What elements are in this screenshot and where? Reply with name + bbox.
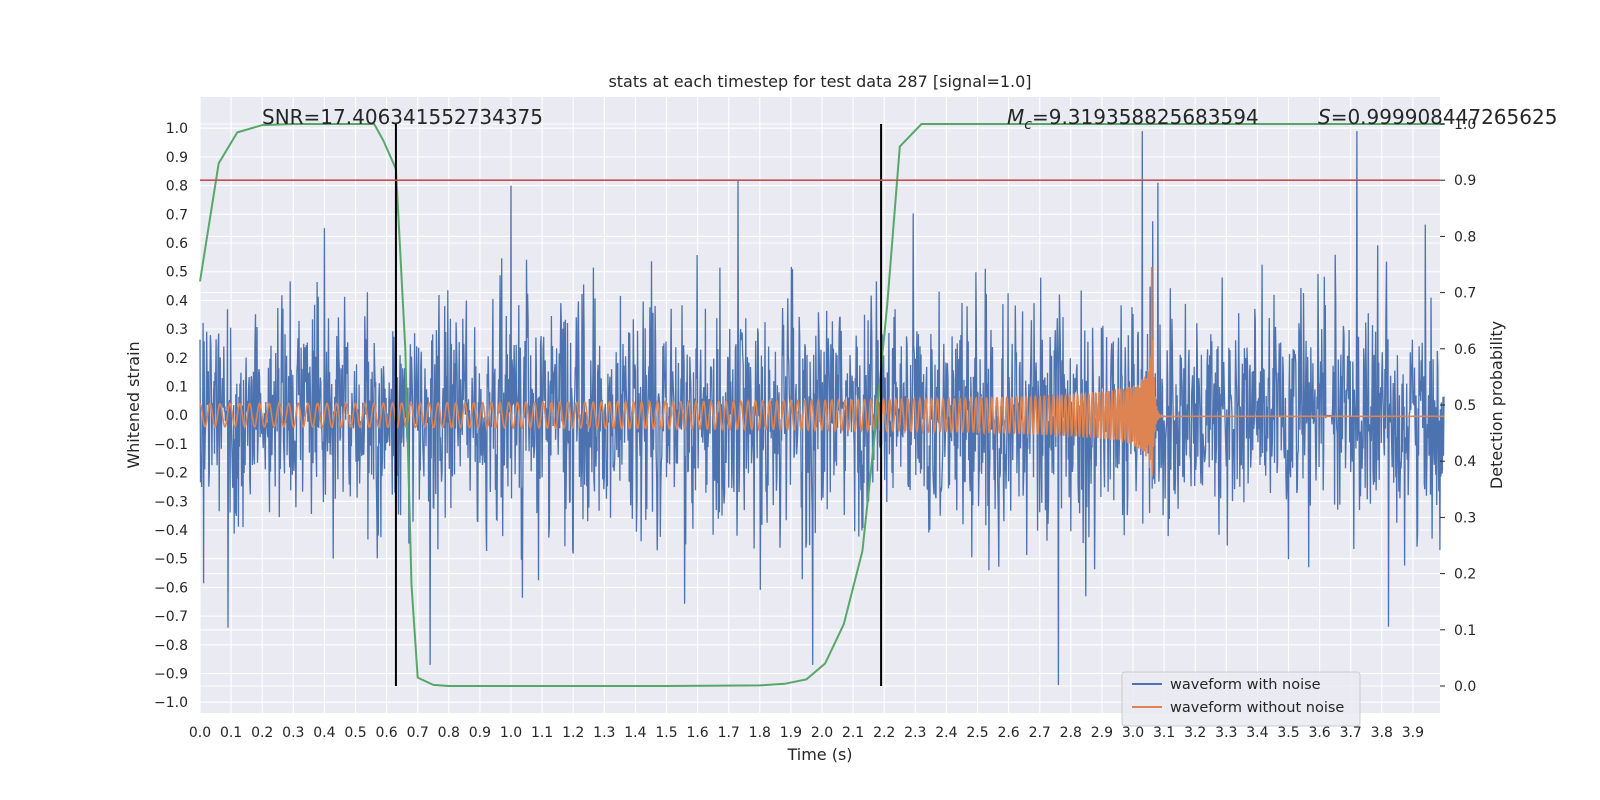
legend-label-clean: waveform without noise [1170,700,1344,716]
y-tick-label: 0.0 [166,408,188,424]
x-tick-label: 1.2 [562,725,584,741]
y-tick-label: 0.6 [166,236,188,252]
x-tick-label: 0.4 [313,725,335,741]
y-tick-label: 0.9 [166,150,188,166]
x-tick-label: 2.5 [966,725,988,741]
y-tick-label: −0.7 [154,609,188,625]
y-tick-label: −0.3 [154,494,188,510]
x-tick-label: 2.8 [1060,725,1082,741]
x-tick-label: 1.7 [718,725,740,741]
x-tick-label: 3.5 [1277,725,1299,741]
x-tick-label: 1.6 [686,725,708,741]
y-tick-label: 0.4 [166,293,188,309]
x-tick-label: 0.2 [251,725,273,741]
y-tick-label: −0.8 [154,638,188,654]
y2-axis-ticks: 1.0 0.9 0.8 0.7 0.6 0.5 0.4 0.3 0.2 0.1 0.0 [1440,117,1476,695]
y2-tick-label: 0.4 [1454,454,1476,470]
x-tick-label: 1.8 [749,725,771,741]
y-tick-label: 0.3 [166,322,188,338]
y2-tick-label: 0.6 [1454,342,1476,358]
x-tick-label: 1.1 [531,725,553,741]
chirp-mass-subscript: c [1024,117,1032,133]
x-tick-label: 2.3 [904,725,926,741]
chirp-mass-annotation: Mc=9.319358825683594 [1007,105,1259,133]
x-tick-label: 0.0 [189,725,211,741]
x-tick-label: 2.4 [935,725,957,741]
y2-axis-label: Detection probability [1487,321,1506,489]
y-tick-label: −0.2 [154,466,188,482]
x-tick-label: 2.0 [811,725,833,741]
x-axis-ticks: 0.0 0.1 0.2 0.3 0.4 0.5 0.6 0.7 0.8 0.9 1.0 1.1 1.2 1… [189,725,1424,741]
y2-tick-label: 0.1 [1454,623,1476,639]
y-axis-ticks: 1.0 0.9 0.8 0.7 0.6 0.5 0.4 0.3 0.2 0.1 0.0 −0.1 −0.… [154,121,188,711]
y-tick-label: −0.5 [154,552,188,568]
x-tick-label: 0.8 [438,725,460,741]
score-annotation: S=0.999908447265625 [1318,105,1557,129]
legend: waveform with noise waveform without noi… [1121,671,1361,727]
x-tick-label: 1.0 [500,725,522,741]
y2-tick-label: 1.0 [1454,117,1476,133]
y-tick-label: −0.6 [154,580,188,596]
x-tick-label: 2.9 [1091,725,1113,741]
y-tick-label: 0.7 [166,207,188,223]
x-tick-label: 2.2 [873,725,895,741]
chirp-mass-value: =9.319358825683594 [1032,105,1259,129]
chirp-mass-symbol: M [1007,105,1024,129]
chart-title: stats at each timestep for test data 287… [608,72,1031,91]
y-tick-label: 0.5 [166,265,188,281]
x-tick-label: 1.5 [655,725,677,741]
x-tick-label: 3.8 [1371,725,1393,741]
x-tick-label: 2.1 [842,725,864,741]
x-tick-label: 3.7 [1340,725,1362,741]
y2-tick-label: 0.7 [1454,286,1476,302]
y-tick-label: −0.9 [154,667,188,683]
x-tick-label: 0.1 [220,725,242,741]
series-detection-probability [199,123,1444,687]
x-tick-label: 0.5 [344,725,366,741]
x-tick-label: 1.3 [593,725,615,741]
x-tick-label: 0.7 [407,725,429,741]
x-tick-label: 2.7 [1029,725,1051,741]
x-tick-label: 0.9 [469,725,491,741]
vertical-markers [394,124,883,686]
x-tick-label: 3.4 [1246,725,1268,741]
x-tick-label: 3.6 [1308,725,1330,741]
x-axis-label: Time (s) [786,745,852,764]
y-tick-label: 1.0 [166,121,188,137]
y-axis-label: Whitened strain [124,341,143,468]
score-symbol: S [1318,105,1331,129]
y-tick-label: −0.1 [154,437,188,453]
probability-line [199,123,1444,687]
x-tick-label: 3.3 [1215,725,1237,741]
y-tick-label: 0.2 [166,351,188,367]
y2-tick-label: 0.8 [1454,229,1476,245]
x-tick-label: 0.6 [375,725,397,741]
y2-tick-label: 0.5 [1454,398,1476,414]
x-tick-label: 1.9 [780,725,802,741]
y-tick-label: −1.0 [154,695,188,711]
y2-tick-label: 0.0 [1454,679,1476,695]
y-tick-label: −0.4 [154,523,188,539]
x-tick-label: 1.4 [624,725,646,741]
y2-tick-label: 0.2 [1454,567,1476,583]
y-tick-label: 0.8 [166,179,188,195]
y-tick-label: 0.1 [166,380,188,396]
x-tick-label: 3.9 [1402,725,1424,741]
y2-tick-label: 0.9 [1454,173,1476,189]
x-tick-label: 0.3 [282,725,304,741]
x-tick-label: 3.0 [1122,725,1144,741]
legend-box [1121,671,1361,727]
x-tick-label: 3.2 [1184,725,1206,741]
legend-label-noise: waveform with noise [1170,677,1321,693]
x-tick-label: 2.6 [997,725,1019,741]
y2-tick-label: 0.3 [1454,510,1476,526]
x-tick-label: 3.1 [1153,725,1175,741]
snr-annotation: SNR=17.406341552734375 [262,105,543,129]
score-value: =0.999908447265625 [1331,105,1558,129]
